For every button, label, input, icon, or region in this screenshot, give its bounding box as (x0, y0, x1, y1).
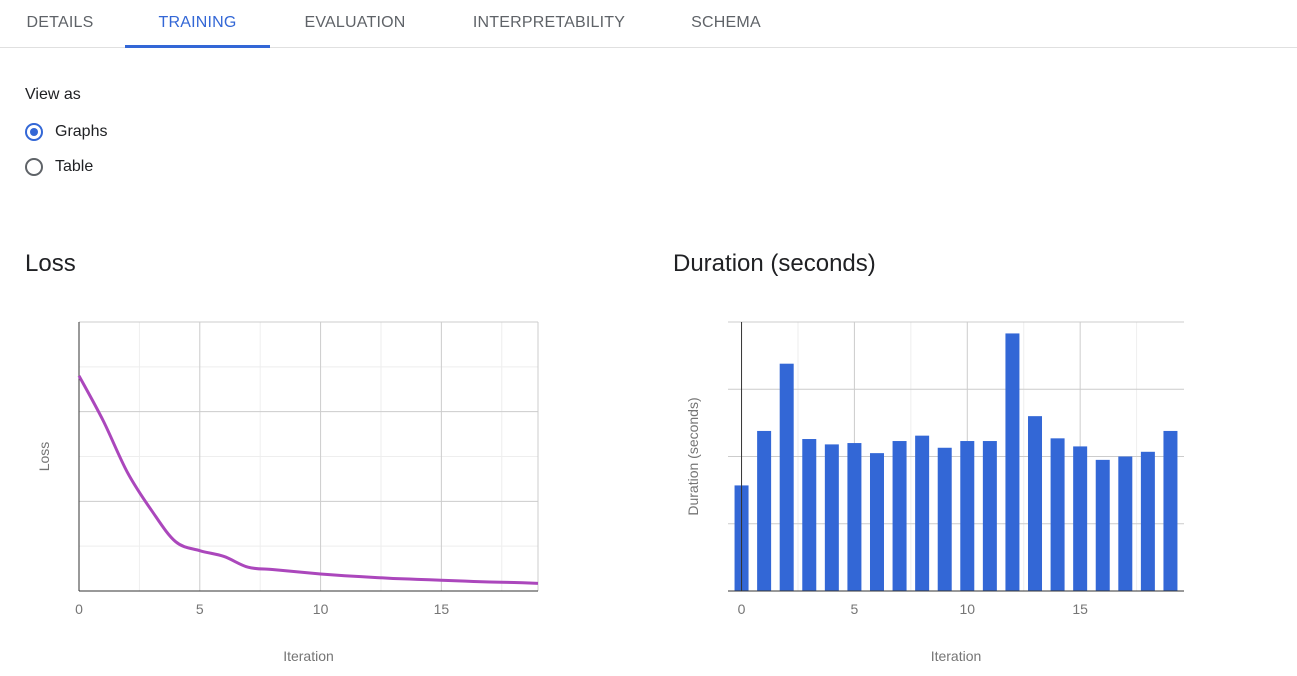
duration-bar (915, 435, 930, 591)
duration-bar (1028, 416, 1043, 591)
tab-bar: DETAILS TRAINING EVALUATION INTERPRETABI… (0, 0, 1297, 48)
duration-bar (1163, 430, 1178, 591)
tab-training[interactable]: TRAINING (125, 0, 270, 48)
duration-bar (779, 363, 794, 591)
loss-chart: 0 5 10 15 Iteration Loss (36, 321, 539, 664)
duration-chart: 0 5 10 15 Iteration Duration (seconds) (685, 321, 1184, 664)
duration-bar (802, 439, 817, 591)
loss-x-tick-label: 10 (313, 601, 329, 617)
duration-x-axis-label: Iteration (931, 648, 982, 664)
duration-x-tick-label: 0 (738, 601, 746, 617)
duration-bar (1118, 456, 1133, 591)
loss-x-tick-label: 5 (196, 601, 204, 617)
duration-bar (757, 430, 772, 591)
loss-x-axis-label: Iteration (283, 648, 334, 664)
radio-option-table[interactable]: Table (25, 156, 93, 178)
duration-bar (937, 447, 952, 591)
duration-x-tick-label: 10 (959, 601, 975, 617)
radio-unchecked-icon[interactable] (25, 158, 43, 176)
tab-evaluation[interactable]: EVALUATION (304, 14, 406, 31)
tab-interpretability[interactable]: INTERPRETABILITY (472, 14, 626, 31)
duration-bar (960, 441, 975, 591)
duration-bar (982, 441, 997, 591)
loss-chart-title: Loss (25, 250, 76, 277)
duration-y-axis-label: Duration (seconds) (685, 397, 701, 515)
duration-bar (892, 441, 907, 591)
duration-bar (847, 443, 862, 591)
radio-option-graphs[interactable]: Graphs (25, 121, 107, 143)
loss-series-line (77, 375, 539, 585)
duration-bar (869, 453, 884, 591)
loss-y-axis-label: Loss (36, 442, 52, 472)
duration-bar (824, 444, 839, 591)
duration-bar (1073, 446, 1088, 591)
duration-bar (1050, 438, 1065, 591)
radio-checked-icon[interactable] (25, 123, 43, 141)
duration-x-tick-label: 15 (1072, 601, 1088, 617)
duration-chart-title: Duration (seconds) (673, 250, 876, 277)
radio-label-table: Table (55, 158, 94, 175)
duration-bar (1095, 459, 1110, 591)
tab-details[interactable]: DETAILS (26, 14, 94, 31)
duration-bar (1005, 333, 1020, 591)
tab-schema[interactable]: SCHEMA (691, 14, 761, 31)
loss-x-tick-label: 15 (434, 601, 450, 617)
loss-x-tick-label: 0 (75, 601, 83, 617)
duration-bar (1140, 451, 1155, 591)
view-as-label: View as (25, 86, 81, 103)
duration-x-tick-label: 5 (851, 601, 859, 617)
radio-label-graphs: Graphs (55, 123, 108, 140)
